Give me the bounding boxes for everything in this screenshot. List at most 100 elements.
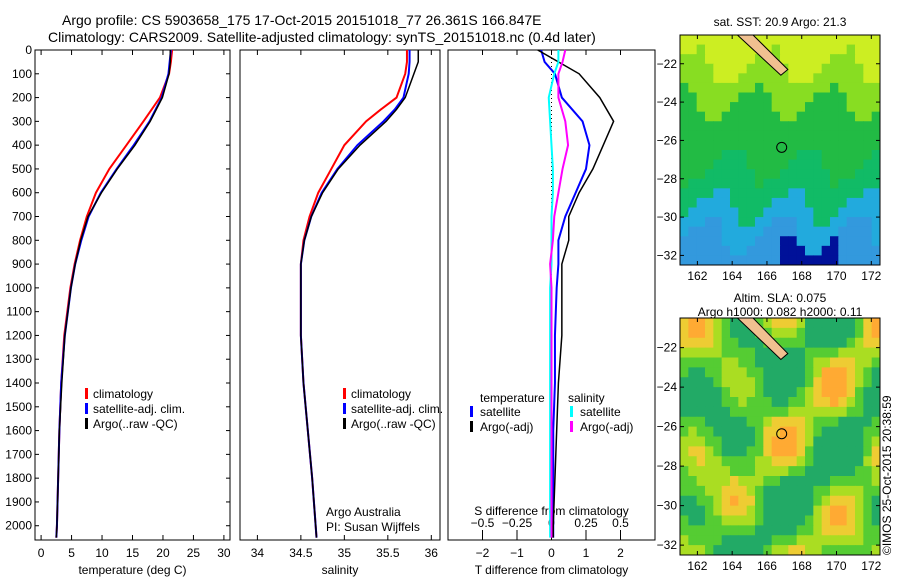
map-cell: [755, 397, 764, 408]
map-cell: [746, 188, 756, 199]
map-cell: [796, 456, 806, 467]
map-cell: [821, 188, 831, 199]
map-cell: [713, 92, 723, 103]
map-cell: [680, 357, 689, 368]
map-cell: [788, 207, 798, 218]
map-cell: [771, 150, 781, 161]
map-cell: [721, 476, 731, 487]
map-cell: [763, 226, 773, 237]
map-cell: [846, 92, 856, 103]
map-cell: [796, 73, 806, 84]
map-cell: [688, 377, 698, 388]
map-cell: [871, 73, 881, 84]
map-cell: [821, 545, 831, 556]
map-cell: [705, 226, 714, 237]
map-cell: [821, 416, 831, 428]
map-cell: [846, 226, 856, 237]
map-cell: [763, 318, 773, 329]
map-cell: [755, 236, 764, 247]
map-cell: [705, 545, 714, 556]
map-cell: [696, 54, 706, 65]
map-cell: [721, 406, 731, 418]
map-cell: [846, 377, 856, 388]
map-cell: [871, 130, 881, 141]
sst_map: [680, 34, 881, 266]
map-cell: [763, 111, 773, 122]
map-cell: [796, 102, 806, 113]
map-cell: [863, 505, 873, 516]
map-cell: [713, 207, 723, 218]
map-cell: [713, 466, 723, 477]
map-cell: [771, 140, 781, 151]
map-cell: [721, 54, 731, 65]
map-cell: [855, 515, 864, 526]
map-cell: [721, 111, 731, 122]
map-cell: [788, 197, 798, 208]
map-cell: [871, 387, 881, 398]
map-cell: [780, 397, 789, 408]
map-cell: [730, 150, 739, 161]
map-cell: [796, 197, 806, 208]
map-cell: [855, 337, 864, 349]
map-cell: [705, 397, 714, 408]
map-cell: [780, 446, 789, 457]
map-cell: [871, 406, 881, 418]
map-cell: [788, 406, 798, 418]
map-cell: [846, 466, 856, 477]
map-cell: [780, 73, 789, 84]
map-cell: [796, 406, 806, 418]
map-cell: [805, 377, 814, 388]
map-cell: [796, 236, 806, 247]
map-cell: [755, 73, 764, 84]
map-cell: [738, 505, 748, 516]
map-cell: [871, 416, 881, 428]
map-cell: [780, 367, 789, 378]
map-cell: [713, 54, 723, 65]
map-cell: [863, 456, 873, 467]
map-cell: [688, 150, 698, 161]
map-cell: [780, 485, 789, 497]
map-cell: [771, 327, 781, 339]
legend-swatch: [85, 388, 88, 399]
map-cell: [805, 226, 814, 237]
map-cell: [705, 73, 714, 84]
map-cell: [721, 63, 731, 74]
legend-label: satellite-adj. clim.: [93, 402, 185, 416]
map-cell: [755, 535, 764, 546]
map-cell: [788, 121, 798, 132]
map-cell: [813, 150, 823, 161]
map-cell: [713, 515, 723, 526]
map-cell: [705, 207, 714, 218]
map-cell: [830, 327, 839, 339]
map-cell: [796, 436, 806, 447]
map-cell: [871, 367, 881, 378]
map-cell: [788, 35, 798, 46]
map-cell: [721, 377, 731, 388]
map-cell: [788, 245, 798, 256]
map-cell: [771, 476, 781, 487]
map-cell: [855, 367, 864, 378]
map-cell: [738, 169, 748, 180]
map-cell: [813, 387, 823, 398]
map-cell: [746, 476, 756, 487]
map-cell: [688, 207, 698, 218]
map-cell: [680, 169, 689, 180]
map-cell: [688, 495, 698, 507]
map-cell: [846, 387, 856, 398]
legend-header-temperature: temperature: [480, 391, 545, 405]
map-cell: [830, 82, 839, 93]
map-cell: [805, 63, 814, 74]
map-cell: [788, 54, 798, 65]
map-cell: [713, 456, 723, 467]
map-cell: [855, 188, 864, 199]
map-cell: [821, 485, 831, 497]
map-cell: [763, 476, 773, 487]
map-cell: [830, 197, 839, 208]
map-cell: [738, 466, 748, 477]
map-cell: [796, 207, 806, 218]
map-cell: [705, 327, 714, 339]
map-cell: [680, 456, 689, 467]
map-cell: [821, 446, 831, 457]
map-cell: [796, 255, 806, 266]
map-cell: [830, 102, 839, 113]
